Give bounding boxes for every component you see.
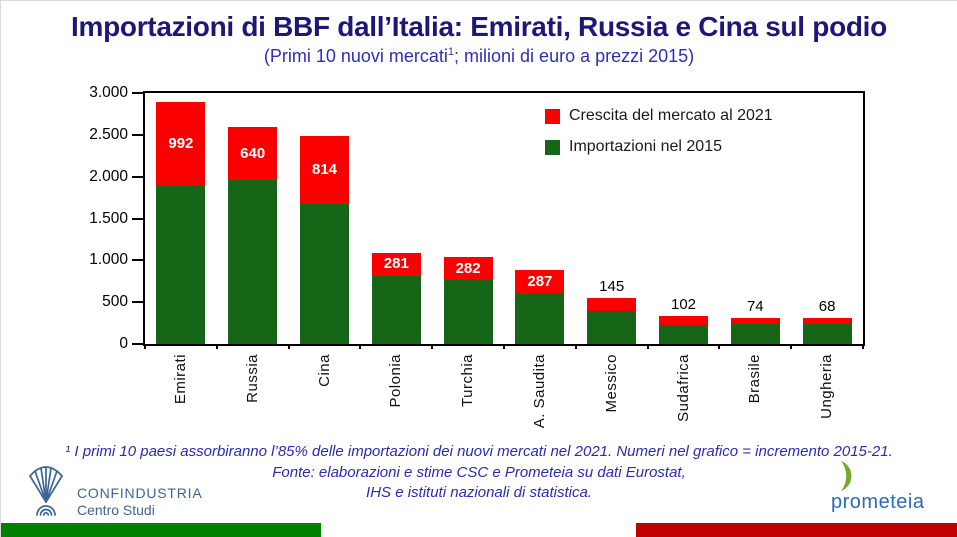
bar-segment-2015-russia <box>228 180 278 344</box>
bar-segment-growth-turchia <box>443 256 493 281</box>
y-axis-tick-label: 3.000 <box>89 84 128 101</box>
confindustria-logo: CONFINDUSTRIA Centro Studi <box>25 463 235 523</box>
bar-value-label-polonia: 281 <box>383 255 409 273</box>
footnote-line-2: Fonte: elaborazioni e stime CSC e Promet… <box>272 463 686 481</box>
x-axis-label-messico: Messico <box>602 354 620 413</box>
footnote-line-3: IHS e istituti nazionali di statistica. <box>366 484 592 501</box>
bar-segment-2015-brasile <box>730 323 780 344</box>
y-axis-tick <box>132 217 144 220</box>
prometeia-mark-icon <box>841 461 852 491</box>
x-axis-label-turchia: Turchia <box>459 354 477 407</box>
y-axis-tick <box>132 92 144 94</box>
bar-value-label-brasile: 74 <box>746 297 764 315</box>
y-axis-tick-label: 2.500 <box>89 125 128 143</box>
x-axis-label-cina: Cina <box>315 354 333 387</box>
x-axis-tick <box>574 344 577 349</box>
flag-strip-green <box>1 523 321 537</box>
footnote-marker: 1 <box>447 46 455 58</box>
y-axis-tick-label: 2.000 <box>89 167 128 185</box>
legend-swatch <box>545 139 560 155</box>
bar-segment-growth-russia <box>228 126 278 181</box>
bar-value-label-a-saudita: 287 <box>527 272 553 290</box>
x-axis-tick <box>718 344 721 349</box>
bar-segment-growth-emirati <box>156 102 206 186</box>
legend-label: Importazioni nel 2015 <box>569 138 722 155</box>
x-axis-tick <box>287 344 290 349</box>
chart: Crescita del mercato al 2021 Importazioni… <box>89 84 865 428</box>
bar-segment-growth-messico <box>587 298 637 311</box>
chart-title: Importazioni di BBF dall’Italia: Emirati… <box>71 11 887 42</box>
bar-segment-2015-polonia <box>371 276 421 344</box>
x-axis-tick <box>144 344 146 349</box>
y-axis-tick-label: 1.500 <box>89 209 128 227</box>
flag-strip-red <box>636 523 957 537</box>
x-axis-label-ungheria: Ungheria <box>818 354 836 419</box>
y-axis-tick <box>132 301 144 304</box>
legend: Crescita del mercato al 2021 Importazioni… <box>545 107 773 156</box>
confindustria-name: CONFINDUSTRIA <box>77 485 203 501</box>
legend-item-1: Importazioni nel 2015 <box>545 138 773 156</box>
bar-segment-growth-a-saudita <box>515 269 565 294</box>
x-axis-label-russia: Russia <box>243 354 261 403</box>
chart-subtitle-text: (Primi 10 nuovi mercati <box>263 46 448 66</box>
prometeia-logo: prometeia <box>829 459 949 517</box>
bar-segment-growth-cina <box>300 136 349 205</box>
bar-segment-growth-sudafrica <box>659 316 708 325</box>
bar-value-label-sudafrica: 102 <box>670 296 697 314</box>
bar-value-label-messico: 145 <box>599 278 625 296</box>
bar-segment-2015-messico <box>587 310 637 344</box>
chart-subtitle: (Primi 10 nuovi mercati1; milioni di eur… <box>1 46 957 67</box>
y-axis-tick <box>132 133 144 136</box>
y-axis-tick <box>132 343 144 345</box>
y-axis-tick <box>132 259 144 262</box>
prometeia-name: prometeia <box>831 491 925 513</box>
bar-segment-growth-ungheria <box>802 318 852 324</box>
confindustria-eagle-icon <box>29 466 63 516</box>
footnote-line-1: ¹ I primi 10 paesi assorbiranno l’85% de… <box>65 443 893 460</box>
bar-value-label-ungheria: 68 <box>818 298 836 316</box>
x-axis-tick <box>431 344 434 349</box>
bar-value-label-cina: 814 <box>311 161 338 179</box>
confindustria-sub: Centro Studi <box>77 502 155 518</box>
chart-subtitle-text2: ; milioni di euro a prezzi 2015) <box>454 46 695 66</box>
plot-area: Crescita del mercato al 2021 Importazioni… <box>89 84 865 428</box>
y-axis-tick <box>132 175 144 178</box>
legend-item-0: Crescita del mercato al 2021 <box>545 107 773 125</box>
x-axis-tick <box>503 344 505 349</box>
bar-segment-growth-polonia <box>371 252 421 277</box>
legend-label: Crescita del mercato al 2021 <box>569 107 773 124</box>
x-axis-tick <box>359 344 362 349</box>
x-axis-label-a-saudita: A. Saudita <box>530 354 548 429</box>
bar-value-label-emirati: 992 <box>168 134 194 152</box>
x-axis-label-emirati: Emirati <box>171 354 189 405</box>
bar-segment-2015-cina <box>300 204 349 344</box>
x-axis-tick <box>790 344 793 349</box>
y-axis-tick-label: 0 <box>119 335 128 352</box>
bar-segment-2015-sudafrica <box>659 324 708 344</box>
bar-value-label-turchia: 282 <box>455 259 481 277</box>
x-axis-label-polonia: Polonia <box>387 354 405 408</box>
bar-segment-2015-emirati <box>156 185 206 344</box>
x-axis-tick <box>215 344 218 349</box>
y-axis-tick-label: 500 <box>102 293 128 311</box>
x-axis-label-sudafrica: Sudafrica <box>674 354 692 422</box>
bar-segment-growth-brasile <box>730 317 780 324</box>
x-axis-label-brasile: Brasile <box>746 354 764 404</box>
bar-segment-2015-a-saudita <box>515 293 565 344</box>
bar-segment-2015-turchia <box>443 280 493 344</box>
x-axis-tick <box>862 344 864 349</box>
bar-segment-2015-ungheria <box>802 323 852 344</box>
bar-value-label-russia: 640 <box>240 144 266 162</box>
x-axis-tick <box>646 344 649 349</box>
legend-swatch <box>545 108 560 124</box>
y-axis-tick-label: 1.000 <box>89 251 128 269</box>
footnote: ¹ I primi 10 paesi assorbiranno l’85% de… <box>1 442 957 504</box>
